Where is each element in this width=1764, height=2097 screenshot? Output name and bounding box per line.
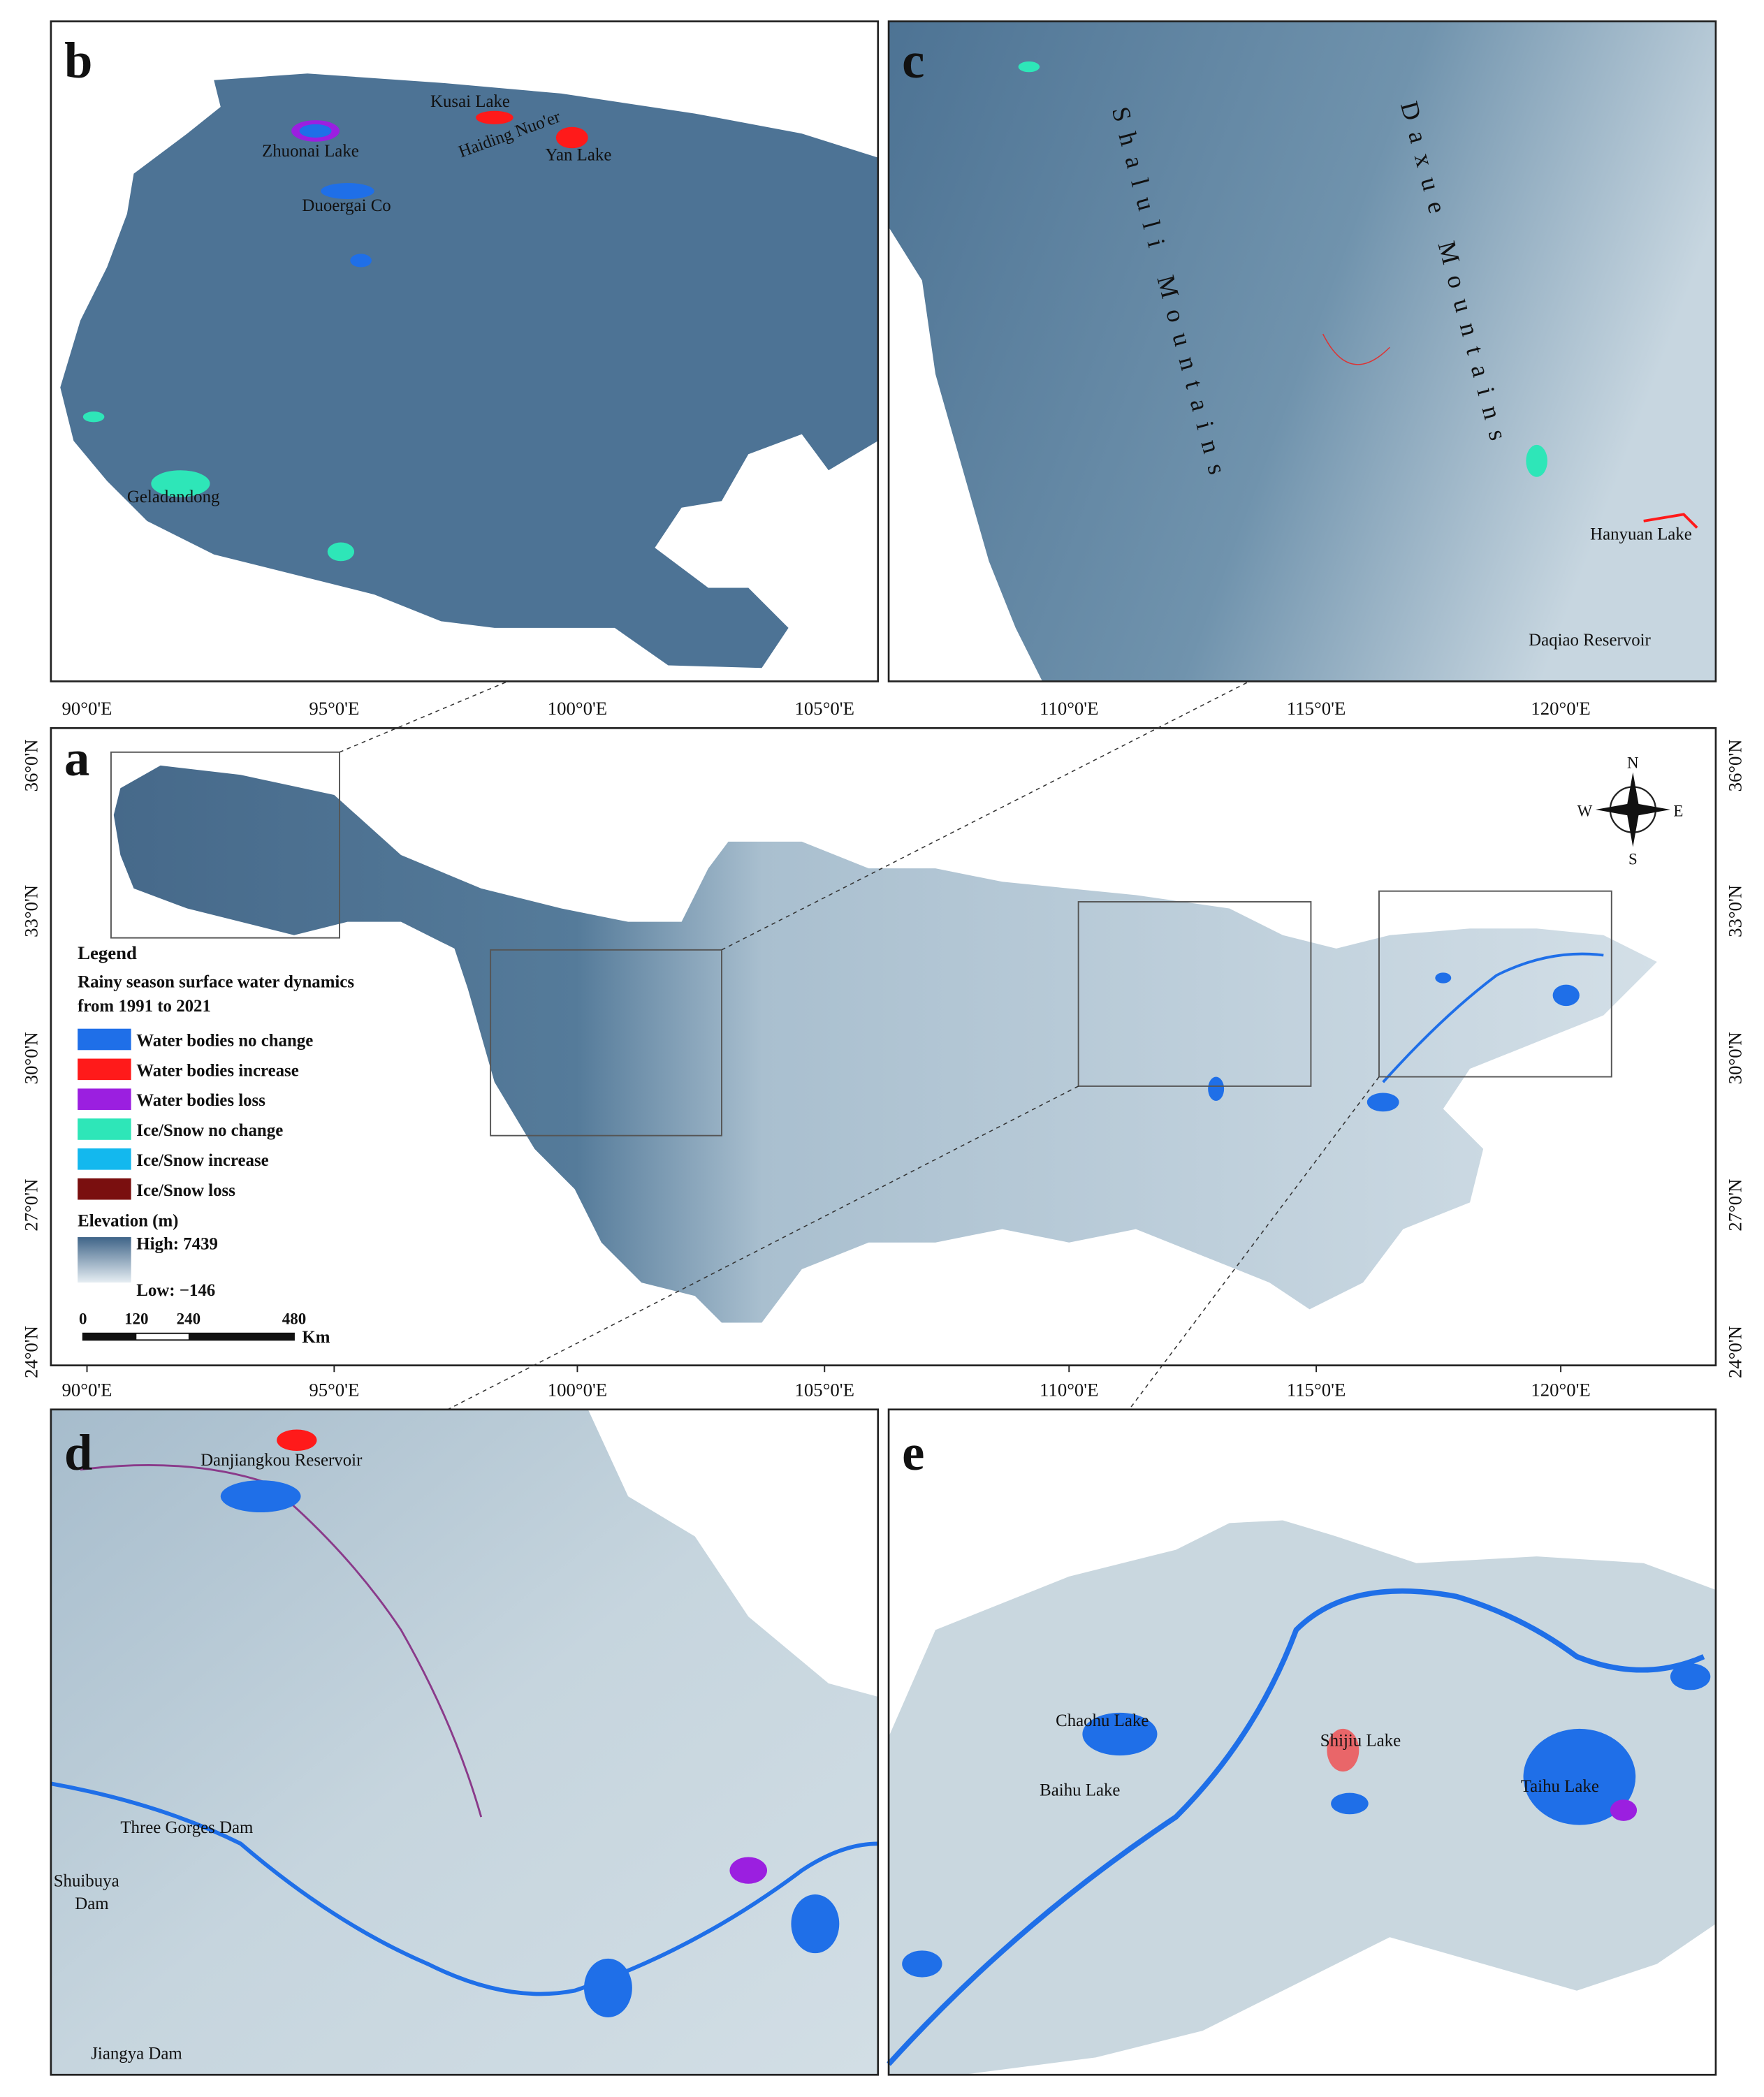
lat-tick-label: 36°0'N xyxy=(1724,739,1745,791)
legend-swatch xyxy=(78,1178,131,1200)
lat-tick-label: 36°0'N xyxy=(21,739,42,791)
legend-label: Water bodies no change xyxy=(136,1032,313,1051)
panel-c: c Shaluli Mountains Daxue Mountains Hany… xyxy=(887,20,1717,682)
lon-tick-label: 115°0'E xyxy=(1287,1380,1346,1401)
place-label: Shuibuya xyxy=(54,1872,119,1891)
place-label: Three Gorges Dam xyxy=(120,1818,253,1837)
panel-letter: b xyxy=(64,32,92,89)
lon-tick-label: 95°0'E xyxy=(309,698,359,719)
panel-frame xyxy=(50,20,880,682)
legend-label: Water bodies increase xyxy=(136,1061,298,1080)
legend-label: Ice/Snow increase xyxy=(136,1151,268,1170)
legend-swatch xyxy=(78,1058,131,1081)
legend-label: Ice/Snow loss xyxy=(136,1181,235,1200)
lon-tick-label: 95°0'E xyxy=(309,1380,359,1401)
basin-region xyxy=(60,73,878,668)
lon-tick-label: 105°0'E xyxy=(795,1380,854,1401)
legend-subtitle: Rainy season surface water dynamics xyxy=(78,972,354,991)
place-label: Yan Lake xyxy=(546,146,612,165)
place-label: Kusai Lake xyxy=(430,92,510,111)
legend-swatch xyxy=(78,1148,131,1170)
lon-tick-label: 100°0'E xyxy=(548,698,607,719)
place-label: Duoergai Co xyxy=(302,196,391,215)
lon-tick-label: 90°0'E xyxy=(62,1380,112,1401)
legend-label: Water bodies loss xyxy=(136,1091,265,1110)
scale-label: 480 xyxy=(282,1310,306,1327)
panel-letter: e xyxy=(902,1424,924,1481)
scale-label: 120 xyxy=(124,1310,148,1327)
legend-label: Ice/Snow no change xyxy=(136,1121,283,1140)
compass-label: W xyxy=(1577,803,1593,820)
legend-swatch xyxy=(78,1088,131,1110)
lon-tick-label: 115°0'E xyxy=(1287,698,1346,719)
legend-title: Legend xyxy=(78,942,137,963)
lon-tick-label: 100°0'E xyxy=(548,1380,607,1401)
place-label: Dam xyxy=(75,1894,108,1913)
lon-tick-label: 120°0'E xyxy=(1531,1380,1590,1401)
lon-tick-label: 110°0'E xyxy=(1040,1380,1098,1401)
compass-label: N xyxy=(1627,754,1639,772)
panel-letter: c xyxy=(902,32,924,89)
elevation-high: High: 7439 xyxy=(136,1234,218,1253)
lon-tick-label: 90°0'E xyxy=(62,698,112,719)
place-label: Geladandong xyxy=(127,488,220,506)
place-label: Zhuonai Lake xyxy=(262,142,359,161)
place-label: Chaohu Lake xyxy=(1056,1711,1149,1730)
elevation-title: Elevation (m) xyxy=(78,1212,178,1231)
lon-tick-label: 110°0'E xyxy=(1040,698,1098,719)
panel-d: d Danjiangkou Reservoir Three Gorges Dam… xyxy=(50,1408,880,2076)
place-label: Shijiu Lake xyxy=(1320,1732,1401,1751)
place-label: Taihu Lake xyxy=(1521,1777,1599,1796)
lat-tick-label: 33°0'N xyxy=(1724,885,1745,937)
scale-bar: 0 120 240 480 Km xyxy=(79,1310,330,1347)
lat-tick-label: 24°0'N xyxy=(21,1326,42,1378)
lat-tick-label: 27°0'N xyxy=(1724,1179,1745,1232)
scale-label: 0 xyxy=(79,1310,87,1327)
compass: N S E W xyxy=(1577,754,1684,868)
legend-swatch xyxy=(78,1028,131,1051)
panel-e: e Chaohu Lake Baihu Lake Shijiu Lake Tai… xyxy=(887,1408,1717,2076)
scale-label: 240 xyxy=(177,1310,201,1327)
scale-unit: Km xyxy=(302,1328,330,1347)
panel-b: b Kusai Lake Haiding Nuo'er Yan Lake Zhu… xyxy=(50,20,880,682)
lon-tick-label: 105°0'E xyxy=(795,698,854,719)
legend-subtitle: from 1991 to 2021 xyxy=(78,997,211,1016)
place-label: Daqiao Reservoir xyxy=(1529,631,1651,650)
panel-a: a N S E W Legend Rainy season surface wa… xyxy=(21,727,1745,1401)
place-label: Danjiangkou Reservoir xyxy=(201,1451,363,1470)
elevation-low: Low: −146 xyxy=(136,1281,215,1300)
compass-label: S xyxy=(1628,850,1638,868)
place-label: Hanyuan Lake xyxy=(1590,525,1692,544)
panel-letter: d xyxy=(64,1424,92,1481)
lat-tick-label: 27°0'N xyxy=(21,1179,42,1232)
lat-tick-label: 30°0'N xyxy=(1724,1032,1745,1084)
lat-tick-label: 24°0'N xyxy=(1724,1326,1745,1378)
top-lon-ticks: 90°0'E 95°0'E 100°0'E 105°0'E 110°0'E 11… xyxy=(62,698,1591,719)
place-label: Jiangya Dam xyxy=(91,2044,182,2063)
place-label: Baihu Lake xyxy=(1040,1781,1120,1799)
basin-region xyxy=(113,765,1657,1323)
lon-tick-label: 120°0'E xyxy=(1531,698,1590,719)
compass-label: E xyxy=(1673,803,1683,820)
legend-swatch xyxy=(78,1118,131,1140)
lat-tick-label: 30°0'N xyxy=(21,1032,42,1084)
panel-letter: a xyxy=(64,729,89,786)
lat-tick-label: 33°0'N xyxy=(21,885,42,937)
